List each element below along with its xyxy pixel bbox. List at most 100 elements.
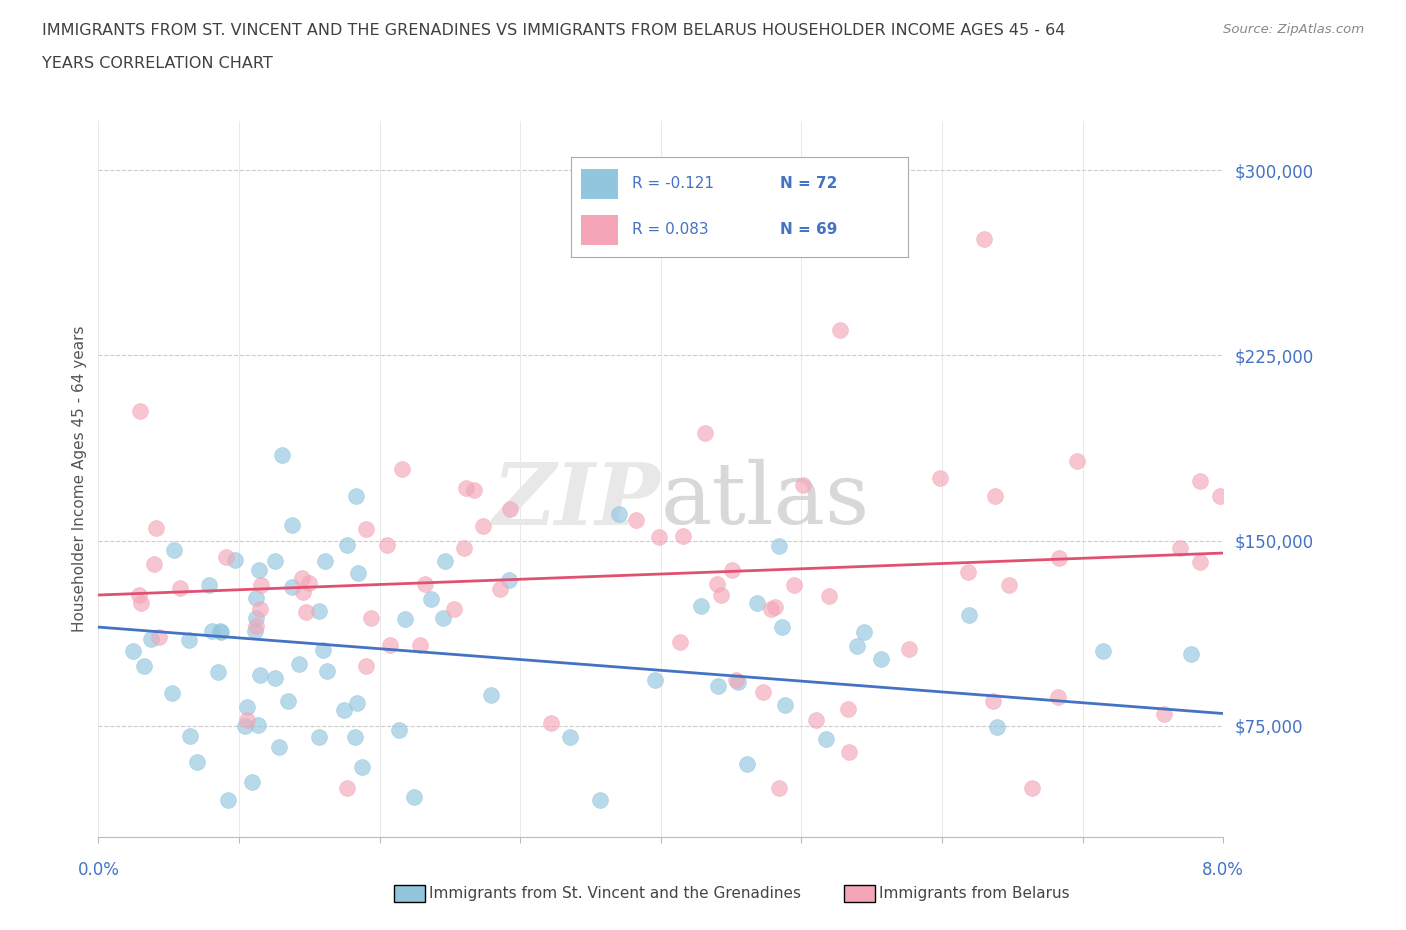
- Point: [198, 578, 221, 592]
- Point: [245, 610, 267, 625]
- Point: [391, 462, 413, 477]
- Point: [814, 731, 837, 746]
- Point: [853, 625, 876, 640]
- Point: [128, 588, 150, 603]
- Point: [463, 482, 485, 497]
- Point: [160, 686, 183, 701]
- Point: [644, 672, 666, 687]
- Point: [308, 729, 330, 744]
- Point: [792, 477, 814, 492]
- Point: [388, 723, 411, 737]
- Point: [281, 517, 304, 532]
- Point: [432, 610, 454, 625]
- Point: [132, 658, 155, 673]
- Point: [1168, 541, 1191, 556]
- Point: [443, 602, 465, 617]
- Point: [648, 530, 671, 545]
- Point: [242, 775, 264, 790]
- Point: [721, 563, 744, 578]
- Point: [308, 604, 330, 618]
- Point: [360, 611, 382, 626]
- Point: [347, 565, 370, 580]
- Point: [148, 630, 170, 644]
- Point: [336, 780, 359, 795]
- Point: [233, 719, 256, 734]
- Point: [479, 688, 502, 703]
- Point: [1091, 644, 1114, 659]
- Point: [735, 756, 758, 771]
- Point: [145, 520, 167, 535]
- Point: [377, 538, 399, 552]
- Point: [763, 600, 786, 615]
- Point: [420, 591, 443, 606]
- Point: [489, 581, 512, 596]
- Point: [394, 612, 416, 627]
- Point: [725, 672, 748, 687]
- Point: [983, 488, 1005, 503]
- Text: 8.0%: 8.0%: [1202, 860, 1244, 879]
- Point: [246, 718, 269, 733]
- Point: [186, 754, 208, 769]
- Point: [291, 570, 314, 585]
- Point: [207, 665, 229, 680]
- Point: [142, 557, 165, 572]
- Point: [727, 675, 749, 690]
- Point: [129, 404, 152, 418]
- Point: [588, 792, 610, 807]
- Point: [540, 716, 562, 731]
- Point: [287, 657, 309, 671]
- Point: [956, 565, 979, 579]
- Point: [332, 702, 354, 717]
- Point: [121, 644, 143, 658]
- Point: [770, 619, 793, 634]
- Point: [453, 540, 475, 555]
- Point: [249, 602, 271, 617]
- Point: [1046, 690, 1069, 705]
- Point: [869, 651, 891, 666]
- Point: [558, 730, 581, 745]
- Point: [350, 760, 373, 775]
- Text: Immigrants from Belarus: Immigrants from Belarus: [879, 886, 1070, 901]
- Point: [607, 507, 630, 522]
- Point: [838, 745, 860, 760]
- Point: [897, 641, 920, 656]
- Point: [315, 664, 337, 679]
- Point: [408, 637, 430, 652]
- Point: [169, 580, 191, 595]
- Point: [1189, 473, 1212, 488]
- Point: [669, 634, 692, 649]
- Point: [247, 563, 270, 578]
- Point: [298, 576, 321, 591]
- Point: [806, 712, 828, 727]
- Point: [768, 780, 790, 795]
- Point: [783, 578, 806, 592]
- Point: [498, 573, 520, 588]
- Point: [1153, 706, 1175, 721]
- Point: [281, 580, 304, 595]
- Point: [270, 448, 292, 463]
- Point: [434, 553, 457, 568]
- Point: [292, 584, 315, 599]
- Point: [981, 694, 1004, 709]
- Point: [929, 471, 952, 485]
- Point: [354, 658, 377, 673]
- Point: [957, 607, 980, 622]
- Point: [129, 596, 152, 611]
- Point: [344, 730, 367, 745]
- Point: [236, 712, 259, 727]
- Text: 0.0%: 0.0%: [77, 860, 120, 879]
- Point: [761, 602, 783, 617]
- Point: [250, 578, 273, 592]
- Point: [773, 698, 796, 712]
- Point: [1021, 780, 1043, 795]
- Y-axis label: Householder Income Ages 45 - 64 years: Householder Income Ages 45 - 64 years: [72, 326, 87, 632]
- Point: [845, 639, 868, 654]
- Point: [267, 739, 290, 754]
- Point: [224, 552, 246, 567]
- Point: [1047, 551, 1070, 565]
- Point: [344, 488, 367, 503]
- Point: [200, 623, 222, 638]
- Point: [973, 232, 995, 246]
- Point: [817, 589, 839, 604]
- Point: [986, 720, 1008, 735]
